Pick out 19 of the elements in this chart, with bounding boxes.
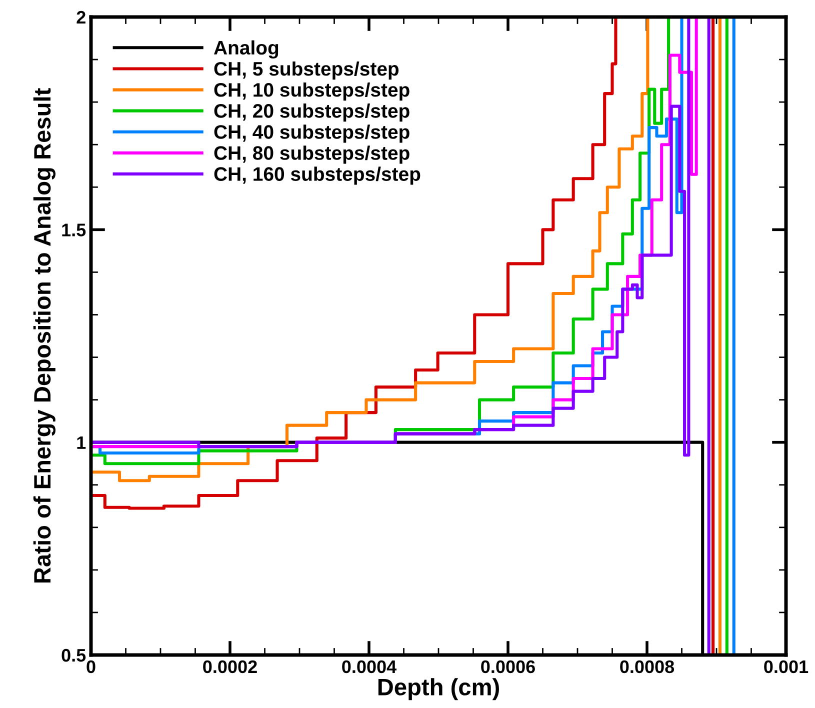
x-tick-label: 0.001 (764, 660, 808, 674)
legend-label: Analog (214, 40, 278, 59)
legend-label: CH, 20 substeps/step (214, 104, 410, 122)
y-tick-label: 1.5 (62, 224, 86, 236)
x-tick-label: 0 (86, 660, 96, 674)
legend-label: CH, 10 substeps/step (214, 82, 410, 101)
y-tick-label: 2 (76, 10, 86, 24)
y-axis-title: Ratio of Energy Deposition to Analog Result (33, 88, 56, 583)
y-tick-label: 1 (77, 436, 86, 449)
legend-label: CH, 5 substeps/step (214, 61, 399, 80)
legend-label: CH, 80 substeps/step (214, 146, 410, 164)
legend-label: CH, 160 substeps/step (214, 166, 420, 185)
x-axis-title: Depth (cm) (378, 678, 499, 700)
x-tick-label: 0.0002 (203, 660, 257, 674)
x-tick-label: 0.0008 (620, 660, 674, 674)
x-tick-label: 0.0004 (342, 660, 397, 674)
legend-label: CH, 40 substeps/step (214, 124, 410, 143)
y-tick-label: 0.5 (62, 648, 86, 662)
x-tick-label: 0.0006 (481, 660, 535, 674)
